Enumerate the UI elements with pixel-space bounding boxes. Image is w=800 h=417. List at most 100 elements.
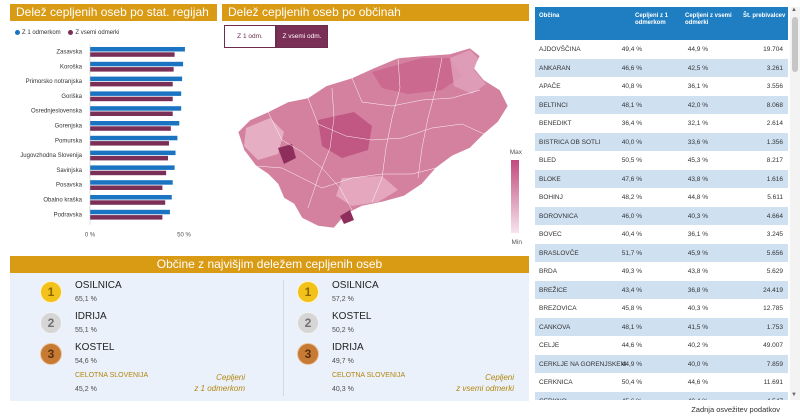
bar-first-dose[interactable] <box>90 165 175 170</box>
table-row[interactable]: ANKARAN 46,6 % 42,5 % 3.261 <box>535 58 788 77</box>
column-header-municipality[interactable]: Občina <box>539 13 560 19</box>
cell-all-doses: 40,3 % <box>687 212 708 220</box>
top-municipalities-title: Občine z najvišjim deležem cepljenih ose… <box>10 256 529 273</box>
map-region-idrija[interactable] <box>278 144 296 164</box>
cell-population: 8.068 <box>766 101 783 109</box>
bar-all-doses[interactable] <box>90 126 171 131</box>
table-row[interactable]: CERKLJE NA GORENJSKEM 44,9 % 40,0 % 7.859 <box>535 354 788 373</box>
bar-first-dose[interactable] <box>90 195 172 200</box>
table-header: Občina Cepljeni z 1 odmerkom Cepljeni z … <box>535 7 788 40</box>
table-row[interactable]: BOHINJ 48,2 % 44,8 % 5.611 <box>535 188 788 207</box>
silver-medal-icon: 2 <box>297 312 319 334</box>
bar-first-dose[interactable] <box>90 47 185 52</box>
table-row[interactable]: BREZOVICA 45,8 % 40,3 % 12.785 <box>535 299 788 318</box>
cell-population: 1.356 <box>766 138 783 146</box>
cell-municipality: BRASLOVČE <box>539 249 579 257</box>
table-row[interactable]: BISTRICA OB SOTLI 40,0 % 33,6 % 1.356 <box>535 132 788 151</box>
category-label: Zasavska <box>56 50 82 56</box>
municipality-name: IDRIJA <box>75 311 107 322</box>
bar-all-doses[interactable] <box>90 67 174 72</box>
map-region-center[interactable] <box>318 112 372 158</box>
bar-all-doses[interactable] <box>90 141 169 146</box>
table-row[interactable]: APAČE 40,8 % 36,1 % 3.556 <box>535 77 788 96</box>
cell-municipality: BLED <box>539 157 556 164</box>
cell-population: 24.419 <box>763 286 783 294</box>
bar-first-dose[interactable] <box>90 76 183 82</box>
table-row[interactable]: BLOKE 47,6 % 43,8 % 1.616 <box>535 169 788 188</box>
bar-first-dose[interactable] <box>90 106 182 111</box>
table-row[interactable]: BRASLOVČE 51,7 % 45,9 % 5.656 <box>535 243 788 262</box>
map-region-west[interactable] <box>244 118 284 160</box>
bar-first-dose[interactable] <box>90 61 184 67</box>
bar-all-doses[interactable] <box>90 155 169 161</box>
table-row[interactable]: AJDOVŠČINA 49,4 % 44,9 % 19.704 <box>535 40 788 59</box>
cell-population: 7.859 <box>766 360 783 368</box>
map-region-east[interactable] <box>450 50 486 94</box>
cell-first-dose: 40,8 % <box>621 83 642 90</box>
table-row[interactable]: BREŽICE 43,4 % 36,8 % 24.419 <box>535 280 788 299</box>
cell-all-doses: 36,1 % <box>687 83 708 90</box>
last-refresh-label: Zadnja osvežitev podatkov <box>691 405 780 414</box>
column-header-first-dose[interactable]: Cepljeni z 1 odmerkom <box>635 13 669 26</box>
slovenia-total-label: CELOTNA SLOVENIJA <box>332 372 406 379</box>
color-scale-bar <box>511 160 519 233</box>
scroll-up-icon[interactable]: ▲ <box>791 7 797 13</box>
bar-first-dose[interactable] <box>90 135 178 141</box>
table-row[interactable]: CERKNICA 50,4 % 44,6 % 11.691 <box>535 373 788 392</box>
cell-municipality: BREZOVICA <box>539 305 577 312</box>
municipality-name: KOSTEL <box>332 311 372 322</box>
table-row[interactable]: CANKOVA 48,1 % 41,5 % 1.753 <box>535 317 788 336</box>
legend-item-first-dose[interactable]: Z 1 odmerkom <box>15 30 61 36</box>
table-row[interactable]: CELJE 44,6 % 40,2 % 49.007 <box>535 336 788 355</box>
category-label: Posavska <box>56 183 83 189</box>
cell-all-doses: 36,8 % <box>687 286 708 294</box>
toggle-all-doses[interactable]: Z vsemi odm. <box>276 25 328 48</box>
bar-first-dose[interactable] <box>90 91 182 96</box>
bar-first-dose[interactable] <box>90 121 180 126</box>
map-panel: Delež cepljenih oseb po občinah Z 1 odm.… <box>222 4 529 253</box>
municipality-name: OSILNICA <box>75 280 122 291</box>
bar-all-doses[interactable] <box>90 170 167 176</box>
gold-medal-icon: 1 <box>40 281 62 303</box>
table-row[interactable]: CERKNO 45,6 % 40,4 % 4.547 <box>535 391 788 401</box>
cell-municipality: BELTINCI <box>539 101 568 109</box>
bar-first-dose[interactable] <box>90 180 173 185</box>
table-row[interactable]: BRDA 49,3 % 43,8 % 5.629 <box>535 262 788 281</box>
map-title: Delež cepljenih oseb po občinah <box>222 4 529 21</box>
bar-all-doses[interactable] <box>90 215 163 220</box>
slovenia-map-shape[interactable] <box>237 47 509 229</box>
regions-title: Delež cepljenih oseb po stat. regijah <box>10 4 217 21</box>
table-scrollbar[interactable]: ▲ ▼ <box>790 7 800 400</box>
table-row[interactable]: BOROVNICA 46,0 % 40,3 % 4.664 <box>535 206 788 225</box>
bar-first-dose[interactable] <box>90 209 170 215</box>
map-region-osilnica[interactable] <box>340 210 354 224</box>
cell-municipality: BRDA <box>539 268 558 275</box>
cell-all-doses: 40,4 % <box>688 398 708 401</box>
scroll-thumb[interactable] <box>792 17 798 72</box>
cell-all-doses: 43,8 % <box>687 175 708 183</box>
bar-all-doses[interactable] <box>90 111 173 117</box>
table-row[interactable]: BLED 50,5 % 45,3 % 8.217 <box>535 151 788 170</box>
table-row[interactable]: BOVEC 40,4 % 36,1 % 3.245 <box>535 225 788 244</box>
cell-municipality: BREŽICE <box>539 286 568 294</box>
map-region-south[interactable] <box>336 176 398 206</box>
bar-all-doses[interactable] <box>90 96 173 102</box>
table-row[interactable]: BENEDIKT 36,4 % 32,1 % 2.614 <box>535 114 788 133</box>
slovenia-total-label: CELOTNA SLOVENIJA <box>75 372 149 379</box>
table-row[interactable]: BELTINCI 48,1 % 42,0 % 8.068 <box>535 95 788 114</box>
bar-all-doses[interactable] <box>90 185 163 191</box>
legend-item-all-doses[interactable]: Z vsemi odmerki <box>68 30 119 36</box>
bar-all-doses[interactable] <box>90 200 166 205</box>
bar-all-doses[interactable] <box>90 81 173 87</box>
bar-all-doses[interactable] <box>90 52 175 57</box>
toggle-first-dose[interactable]: Z 1 odm. <box>224 25 276 48</box>
bar-first-dose[interactable] <box>90 150 176 156</box>
column-header-population[interactable]: Št. prebivalcev <box>743 13 786 19</box>
column-header-all-doses[interactable]: Cepljeni z vsemi odmerki <box>685 13 732 26</box>
chart-legend: Z 1 odmerkom Z vsemi odmerki <box>15 30 125 36</box>
map-region-north[interactable] <box>372 58 462 94</box>
municipality-table: Občina Cepljeni z 1 odmerkom Cepljeni z … <box>535 7 800 400</box>
scroll-down-icon[interactable]: ▼ <box>791 392 797 398</box>
municipality-map[interactable] <box>222 28 529 253</box>
